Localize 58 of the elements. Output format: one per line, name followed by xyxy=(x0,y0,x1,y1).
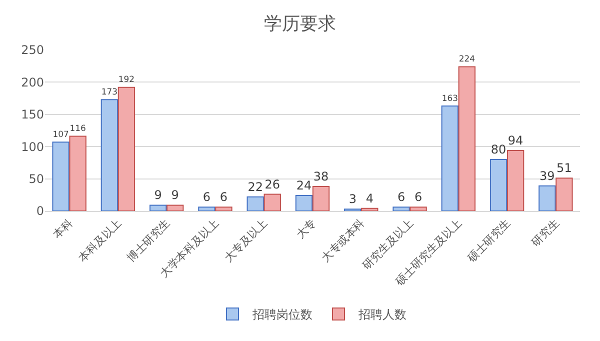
data-label: 3 xyxy=(348,192,356,206)
data-label: 38 xyxy=(313,170,329,184)
bar xyxy=(490,158,508,211)
data-label: 22 xyxy=(248,180,263,194)
data-label: 173 xyxy=(101,86,118,96)
bar xyxy=(166,204,184,211)
data-label: 9 xyxy=(154,188,162,202)
bar xyxy=(361,208,378,211)
data-label: 6 xyxy=(414,190,422,204)
legend-label: 招聘人数 xyxy=(358,308,406,322)
y-tick-label: 100 xyxy=(21,140,44,154)
data-label: 224 xyxy=(458,54,476,64)
x-tick-label: 本科 xyxy=(50,216,76,242)
x-tick-label: 研究生 xyxy=(529,216,562,250)
data-label: 4 xyxy=(366,191,374,206)
bar xyxy=(69,136,86,211)
y-tick-label: 50 xyxy=(28,172,44,186)
bar xyxy=(264,194,281,211)
data-label: 6 xyxy=(220,190,228,204)
data-label: 107 xyxy=(52,128,69,139)
data-label: 9 xyxy=(171,188,179,202)
data-label: 116 xyxy=(70,123,86,134)
x-tick-label: 本科及以上 xyxy=(76,216,124,265)
chart-title: 学历要求 xyxy=(264,14,336,35)
bar xyxy=(458,66,476,211)
bar xyxy=(118,86,136,211)
x-tick-label: 大专及以上 xyxy=(222,216,270,265)
y-tick-label: 150 xyxy=(21,108,44,122)
bar xyxy=(556,178,573,211)
data-label: 163 xyxy=(442,92,458,103)
y-tick-label: 0 xyxy=(36,204,44,218)
data-label: 26 xyxy=(264,177,280,192)
x-tick-label: 硕士研究生 xyxy=(464,216,514,266)
bar xyxy=(100,99,118,211)
legend-label: 招聘岗位数 xyxy=(252,308,312,322)
bar xyxy=(410,206,427,211)
data-label: 6 xyxy=(397,190,406,204)
bar xyxy=(215,206,232,211)
bar xyxy=(52,142,70,211)
x-tick-label: 大专 xyxy=(294,216,319,242)
bar xyxy=(392,206,410,211)
bar xyxy=(538,185,556,211)
data-label: 94 xyxy=(508,133,524,148)
bar xyxy=(149,204,167,211)
bar xyxy=(295,195,313,211)
bar xyxy=(506,150,524,211)
y-tick-label: 250 xyxy=(21,43,44,58)
data-label: 24 xyxy=(296,178,312,193)
data-label: 39 xyxy=(540,168,555,183)
data-label: 6 xyxy=(202,190,211,204)
y-tick-label: 200 xyxy=(21,75,44,90)
data-label: 80 xyxy=(490,142,506,156)
bar xyxy=(441,106,458,211)
bar xyxy=(198,206,216,211)
bar xyxy=(312,186,330,211)
data-label: 192 xyxy=(118,74,135,84)
data-label: 51 xyxy=(556,161,572,176)
bar xyxy=(246,196,264,211)
